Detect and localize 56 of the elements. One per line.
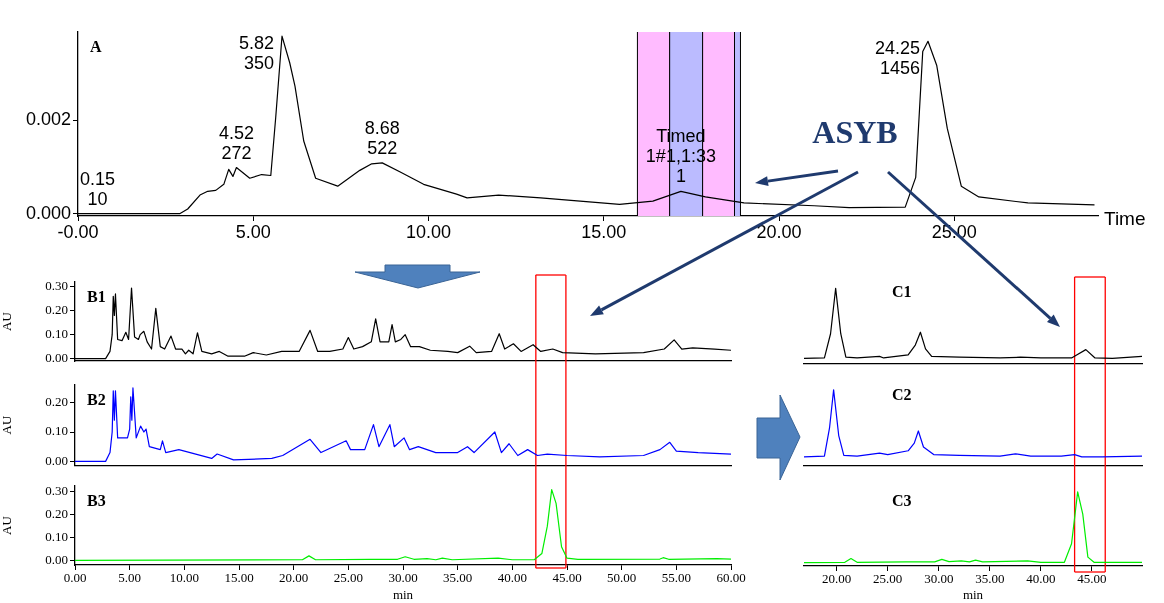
x-tick-label: 45.00 <box>552 570 582 586</box>
x-tick-label: 25.00 <box>333 570 363 586</box>
x-tick-label: 30.00 <box>388 570 418 586</box>
x-tick-label: 35.00 <box>975 571 1005 587</box>
x-tick-label: 5.00 <box>235 221 271 242</box>
x-tick-label: 15.00 <box>224 570 254 586</box>
x-tick-label: 30.00 <box>924 571 954 587</box>
x-tick-label: 20.00 <box>756 221 802 242</box>
annotation: C2 <box>891 386 912 404</box>
y-tick-label: 0.20 <box>45 302 68 318</box>
y-axis-title: AU <box>0 415 15 435</box>
x-axis-title: min <box>962 586 984 602</box>
x-tick-label: 10.00 <box>169 570 199 586</box>
y-tick-label: 0.10 <box>45 423 68 439</box>
x-axis-title: min <box>392 586 414 602</box>
x-tick-label: 15.00 <box>581 221 627 242</box>
x-tick-label: 35.00 <box>443 570 473 586</box>
x-tick-label: 50.00 <box>607 570 637 586</box>
y-tick-label: 0.00 <box>45 350 68 366</box>
y-tick-label: 0.10 <box>45 529 68 545</box>
annotation: 24.25 1456 <box>874 38 920 79</box>
annotation: B2 <box>87 391 106 409</box>
y-tick-label: 0.00 <box>45 551 68 567</box>
x-axis-title: Time <box>1104 208 1146 230</box>
x-tick-label: 60.00 <box>716 570 746 586</box>
y-tick-label: 0.000 <box>25 202 71 223</box>
x-tick-label: 0.00 <box>63 570 87 586</box>
x-tick-label: 10.00 <box>405 221 452 242</box>
annotation: C1 <box>891 283 912 301</box>
annotation: 4.52 272 <box>218 122 254 163</box>
annotation: B3 <box>87 492 106 510</box>
annotation: B1 <box>87 288 106 306</box>
x-tick-label: -0.00 <box>57 221 99 242</box>
annotation: A <box>90 38 102 56</box>
annotation: 0.15 10 <box>79 168 116 209</box>
x-tick-label: 40.00 <box>1026 571 1056 587</box>
annotation: ASYB <box>812 114 898 151</box>
y-axis-title: AU <box>0 311 15 331</box>
x-tick-label: 20.00 <box>822 571 852 587</box>
x-tick-label: 40.00 <box>497 570 527 586</box>
annotation: 8.68 522 <box>364 117 400 158</box>
x-tick-label: 20.00 <box>279 570 309 586</box>
y-tick-label: 0.30 <box>45 278 68 294</box>
x-tick-label: 25.00 <box>873 571 903 587</box>
y-tick-label: 0.20 <box>45 394 68 410</box>
y-tick-label: 0.002 <box>25 109 71 130</box>
annotation: 5.82 350 <box>238 33 274 74</box>
y-tick-label: 0.30 <box>45 483 68 499</box>
y-tick-label: 0.20 <box>45 506 68 522</box>
x-tick-label: 55.00 <box>661 570 691 586</box>
x-tick-label: 45.00 <box>1077 571 1107 587</box>
y-axis-title: AU <box>0 515 15 535</box>
annotation: C3 <box>891 492 912 510</box>
x-tick-label: 5.00 <box>118 570 142 586</box>
y-tick-label: 0.00 <box>45 452 68 468</box>
y-tick-label: 0.10 <box>45 326 68 342</box>
